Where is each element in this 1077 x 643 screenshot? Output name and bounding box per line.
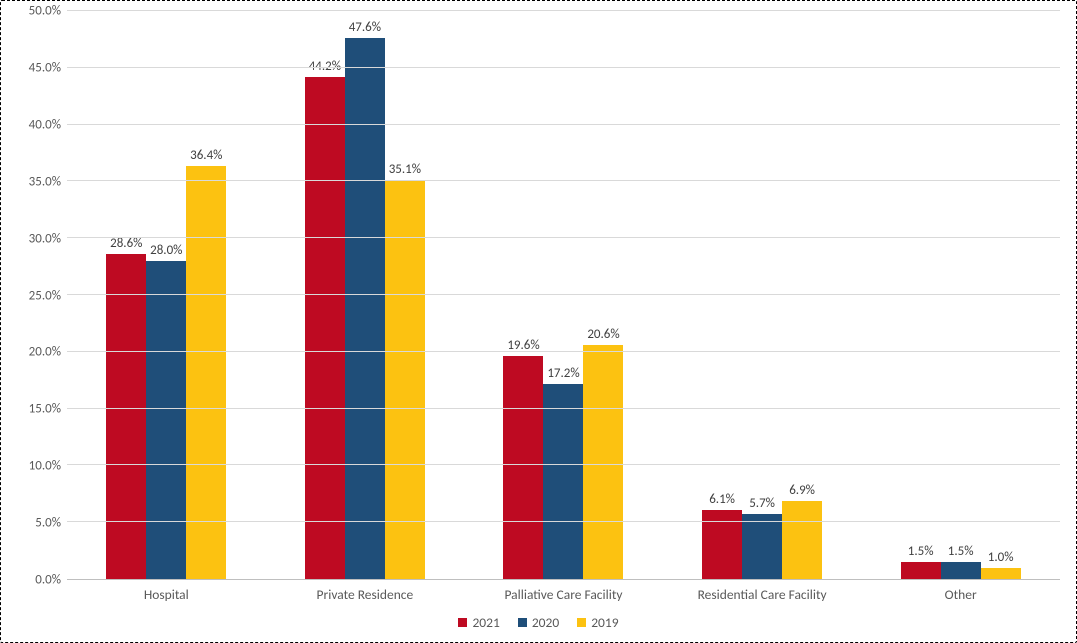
bar: 47.6% (345, 38, 385, 579)
gridline (67, 10, 1060, 11)
y-tick-label: 0.0% (35, 573, 61, 588)
legend-swatch (458, 618, 467, 627)
y-axis: 0.0%5.0%10.0%15.0%20.0%25.0%30.0%35.0%40… (17, 11, 67, 580)
bar: 36.4% (186, 166, 226, 580)
y-tick-label: 30.0% (29, 231, 61, 246)
gridline (67, 294, 1060, 295)
bar-data-label: 36.4% (190, 148, 222, 163)
bar-data-label: 5.7% (749, 496, 775, 511)
legend-item: 2021 (458, 614, 499, 631)
y-tick-label: 50.0% (29, 4, 61, 19)
y-tick-label: 45.0% (29, 60, 61, 75)
bar-data-label: 20.6% (587, 327, 619, 342)
category-group: 6.1%5.7%6.9% (663, 11, 862, 579)
bar: 20.6% (583, 345, 623, 579)
gridline (67, 408, 1060, 409)
bar: 44.2% (305, 77, 345, 579)
category-group: 44.2%47.6%35.1% (266, 11, 465, 579)
bar: 1.5% (901, 562, 941, 579)
bar-data-label: 1.5% (908, 544, 934, 559)
x-axis-label: Other (861, 580, 1060, 608)
bar: 1.5% (941, 562, 981, 579)
x-axis-label: Private Residence (266, 580, 465, 608)
bar: 1.0% (981, 568, 1021, 579)
legend-item: 2020 (518, 614, 559, 631)
y-tick-label: 10.0% (29, 459, 61, 474)
category-group: 19.6%17.2%20.6% (464, 11, 663, 579)
x-axis-label: Residential Care Facility (663, 580, 862, 608)
y-tick-label: 40.0% (29, 117, 61, 132)
x-axis-labels: HospitalPrivate ResidencePalliative Care… (67, 580, 1060, 608)
bar-data-label: 6.9% (789, 483, 815, 498)
bar-data-label: 6.1% (709, 492, 735, 507)
gridline (67, 464, 1060, 465)
bar: 6.1% (702, 510, 742, 579)
x-axis-label: Palliative Care Facility (464, 580, 663, 608)
y-tick-label: 20.0% (29, 345, 61, 360)
bar: 28.6% (106, 254, 146, 579)
bar: 17.2% (543, 384, 583, 579)
bar: 19.6% (503, 356, 543, 579)
legend-label: 2019 (591, 614, 618, 631)
gridline (67, 237, 1060, 238)
bar: 28.0% (146, 261, 186, 579)
plot-area: 0.0%5.0%10.0%15.0%20.0%25.0%30.0%35.0%40… (17, 11, 1060, 580)
legend: 2021 2020 2019 (17, 608, 1060, 636)
bars-row: 28.6%28.0%36.4%44.2%47.6%35.1%19.6%17.2%… (67, 11, 1060, 579)
bar-data-label: 1.0% (988, 550, 1014, 565)
legend-label: 2020 (532, 614, 559, 631)
category-group: 1.5%1.5%1.0% (861, 11, 1060, 579)
gridline (67, 180, 1060, 181)
grid-zone: 28.6%28.0%36.4%44.2%47.6%35.1%19.6%17.2%… (67, 11, 1060, 580)
x-axis-label: Hospital (67, 580, 266, 608)
gridline (67, 67, 1060, 68)
y-tick-label: 15.0% (29, 402, 61, 417)
bar: 5.7% (742, 514, 782, 579)
legend-swatch (518, 618, 527, 627)
bar-data-label: 47.6% (349, 20, 381, 35)
legend-item: 2019 (577, 614, 618, 631)
y-tick-label: 5.0% (35, 516, 61, 531)
y-tick-label: 25.0% (29, 288, 61, 303)
bar-data-label: 1.5% (948, 544, 974, 559)
category-group: 28.6%28.0%36.4% (67, 11, 266, 579)
bar-data-label: 17.2% (547, 366, 579, 381)
bar-data-label: 35.1% (389, 162, 421, 177)
bar-data-label: 28.0% (150, 243, 182, 258)
bar: 6.9% (782, 501, 822, 579)
legend-label: 2021 (472, 614, 499, 631)
chart-frame: 0.0% 5.0% 10.0% 15.0% 20.0% 25.0% 30.0% 35.0% 40… (0, 0, 1077, 643)
gridline (67, 124, 1060, 125)
bar: 35.1% (385, 180, 425, 579)
gridline (67, 521, 1060, 522)
bar-data-label: 28.6% (110, 236, 142, 251)
y-tick-label: 35.0% (29, 174, 61, 189)
legend-swatch (577, 618, 586, 627)
gridline (67, 351, 1060, 352)
